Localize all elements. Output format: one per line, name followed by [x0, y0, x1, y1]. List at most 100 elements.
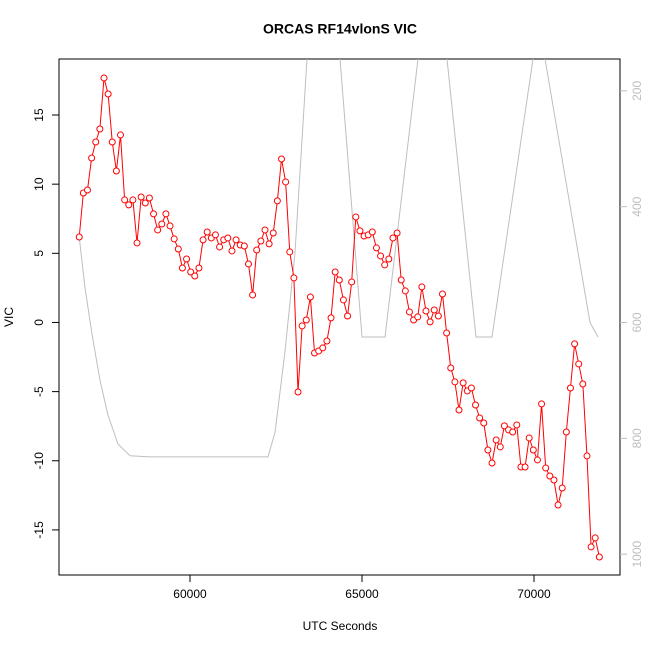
- chart-title: ORCAS RF14vlonS VIC: [263, 21, 417, 37]
- y-tick-label: -15: [32, 521, 46, 539]
- data-point: [397, 276, 405, 284]
- data-point: [269, 229, 277, 237]
- data-point: [273, 197, 281, 205]
- data-point: [232, 236, 240, 244]
- data-point: [224, 234, 232, 242]
- data-point: [377, 252, 385, 260]
- data-point: [166, 222, 174, 230]
- data-point: [150, 210, 158, 218]
- data-point: [117, 131, 125, 139]
- plot-area: [75, 59, 603, 561]
- data-point: [414, 313, 422, 321]
- data-point: [372, 244, 380, 252]
- data-point: [513, 421, 521, 429]
- plot-frame: [58, 58, 621, 576]
- data-point: [158, 220, 166, 228]
- data-point: [75, 233, 83, 241]
- data-point: [348, 278, 356, 286]
- data-point: [583, 452, 591, 460]
- data-point: [422, 307, 430, 315]
- data-point: [591, 534, 599, 542]
- data-point: [443, 329, 451, 337]
- data-point: [426, 318, 434, 326]
- data-point: [88, 154, 96, 162]
- data-point: [352, 213, 360, 221]
- data-point: [191, 272, 199, 280]
- data-point: [278, 155, 286, 163]
- x-tick-label: 65000: [345, 587, 379, 601]
- data-point: [133, 239, 141, 247]
- data-point: [385, 255, 393, 263]
- data-point: [418, 283, 426, 291]
- x-axis-label: UTC Seconds: [303, 619, 378, 633]
- data-point: [405, 308, 413, 316]
- data-point: [368, 228, 376, 236]
- data-point: [571, 340, 579, 348]
- y2-tick-label: 200: [630, 81, 644, 101]
- y2-tick-label: 800: [630, 428, 644, 448]
- data-point: [476, 414, 484, 422]
- data-point: [319, 344, 327, 352]
- data-point: [467, 384, 475, 392]
- data-point: [525, 434, 533, 442]
- data-point: [323, 337, 331, 345]
- data-point: [183, 255, 191, 263]
- data-point: [112, 167, 120, 175]
- data-point: [253, 246, 261, 254]
- y2-tick-label: 400: [630, 196, 644, 216]
- data-point: [108, 138, 116, 146]
- y-tick-label: 10: [32, 177, 46, 191]
- data-point: [240, 242, 248, 250]
- data-point: [211, 231, 219, 239]
- data-point: [195, 264, 203, 272]
- data-point: [199, 236, 207, 244]
- data-point: [141, 199, 149, 207]
- data-point: [562, 428, 570, 436]
- y-tick-label: 0: [32, 319, 46, 326]
- y-tick-label: 5: [32, 250, 46, 257]
- data-point: [187, 268, 195, 276]
- data-point: [327, 314, 335, 322]
- data-point: [265, 240, 273, 248]
- data-point: [521, 463, 529, 471]
- data-point: [282, 178, 290, 186]
- data-point: [261, 226, 269, 234]
- series-line: [78, 59, 599, 458]
- data-point: [401, 287, 409, 295]
- data-point: [290, 274, 298, 282]
- data-point: [216, 243, 224, 251]
- data-point: [389, 234, 397, 242]
- x-tick-label: 60000: [173, 587, 207, 601]
- data-point: [339, 296, 347, 304]
- data-point: [575, 360, 583, 368]
- data-point: [587, 543, 595, 551]
- data-point: [529, 446, 537, 454]
- data-point: [434, 312, 442, 320]
- data-point: [381, 261, 389, 269]
- data-point: [554, 501, 562, 509]
- data-point: [145, 194, 153, 202]
- y-tick-label: 15: [32, 108, 46, 122]
- data-point: [331, 268, 339, 276]
- data-point: [595, 553, 603, 561]
- data-point: [447, 364, 455, 372]
- data-point: [579, 380, 587, 388]
- data-point: [496, 443, 504, 451]
- data-point: [83, 186, 91, 194]
- data-point: [566, 384, 574, 392]
- data-point: [257, 237, 265, 245]
- data-point: [298, 322, 306, 330]
- y2-tick-label: 1000: [630, 540, 644, 567]
- data-point: [100, 74, 108, 82]
- data-point: [121, 196, 129, 204]
- data-point: [538, 400, 546, 408]
- data-point: [558, 484, 566, 492]
- data-point: [170, 235, 178, 243]
- data-point: [492, 436, 500, 444]
- data-point: [533, 456, 541, 464]
- data-point: [509, 428, 517, 436]
- data-point: [137, 193, 145, 201]
- data-point: [154, 226, 162, 234]
- data-point: [480, 419, 488, 427]
